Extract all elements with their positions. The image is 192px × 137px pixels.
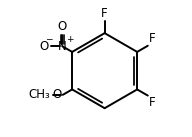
Text: CH₃: CH₃ [29, 88, 50, 101]
Text: +: + [66, 35, 73, 44]
Text: O: O [40, 40, 49, 53]
Text: F: F [149, 96, 156, 109]
Text: O: O [58, 20, 67, 33]
Text: F: F [149, 32, 156, 45]
Text: F: F [101, 7, 108, 20]
Text: N: N [58, 40, 67, 53]
Text: O: O [53, 88, 62, 101]
Text: −: − [45, 34, 52, 43]
